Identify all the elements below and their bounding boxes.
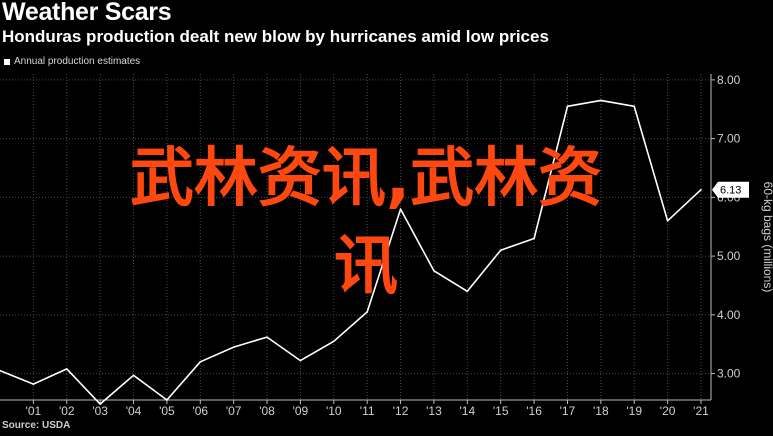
watermark-line-2: 讯 xyxy=(334,230,398,304)
data-point xyxy=(600,99,602,102)
x-tick-label: '13 xyxy=(426,404,442,418)
x-tick-label: '09 xyxy=(293,404,309,418)
x-tick-label: '21 xyxy=(693,404,709,418)
x-tick-label: '18 xyxy=(593,404,609,418)
source-note: Source: USDA xyxy=(2,420,71,431)
data-point xyxy=(299,359,302,362)
x-tick-label: '03 xyxy=(92,404,108,418)
watermark-overlay: 武林资讯,武林资 讯 xyxy=(36,135,696,311)
data-point xyxy=(166,399,168,401)
data-point xyxy=(566,105,569,108)
x-tick-label: '10 xyxy=(326,404,342,418)
value-callout-box xyxy=(712,181,749,198)
legend: Annual production estimates xyxy=(4,56,140,67)
y-tick-label: 4.00 xyxy=(717,308,741,322)
series-line xyxy=(0,99,702,405)
x-tick-label: '05 xyxy=(159,404,175,418)
data-point xyxy=(399,208,402,210)
data-point xyxy=(32,383,35,385)
legend-swatch xyxy=(4,58,10,65)
x-tick-label: '17 xyxy=(560,404,576,418)
x-tick-label: '08 xyxy=(259,404,275,418)
data-point xyxy=(433,269,435,272)
data-point xyxy=(466,290,469,293)
data-point xyxy=(633,105,636,108)
x-tick-label: '04 xyxy=(126,404,142,418)
data-point xyxy=(199,361,202,363)
x-tick-label: '12 xyxy=(393,404,409,418)
y-tick-label: 3.00 xyxy=(717,367,741,381)
x-tick-label: '15 xyxy=(493,404,509,418)
data-point xyxy=(266,336,268,338)
data-point xyxy=(366,311,368,313)
y-tick-label: 8.00 xyxy=(717,73,741,87)
data-point xyxy=(232,346,235,348)
data-point xyxy=(99,403,101,405)
data-point xyxy=(0,369,1,372)
data-point xyxy=(65,368,68,370)
x-tick-label: '20 xyxy=(660,404,676,418)
x-tick-label: '02 xyxy=(59,404,75,418)
y-tick-label: 7.00 xyxy=(717,132,741,146)
data-point xyxy=(533,237,535,240)
chart-title: Weather Scars xyxy=(2,0,172,26)
data-point xyxy=(700,188,702,191)
x-tick-label: '01 xyxy=(26,404,42,418)
x-tick-label: '11 xyxy=(360,404,375,418)
x-tick-label: '07 xyxy=(226,404,242,418)
data-point xyxy=(132,374,135,377)
y-axis-title: 60-kg bags (millions) xyxy=(761,182,773,293)
x-tick-label: '16 xyxy=(526,404,542,418)
legend-label: Annual production estimates xyxy=(14,56,141,67)
data-point xyxy=(499,249,502,252)
watermark-line-1: 武林资讯,武林资 xyxy=(129,142,603,216)
data-point xyxy=(666,220,669,222)
value-callout-label: 6.13 xyxy=(720,185,741,197)
data-point xyxy=(333,340,335,343)
chart-subtitle: Honduras production dealt new blow by hu… xyxy=(2,27,549,46)
x-tick-label: '19 xyxy=(626,404,642,418)
y-tick-label: 5.00 xyxy=(717,249,741,263)
x-tick-label: '06 xyxy=(192,404,208,418)
x-tick-label: '14 xyxy=(460,404,476,418)
